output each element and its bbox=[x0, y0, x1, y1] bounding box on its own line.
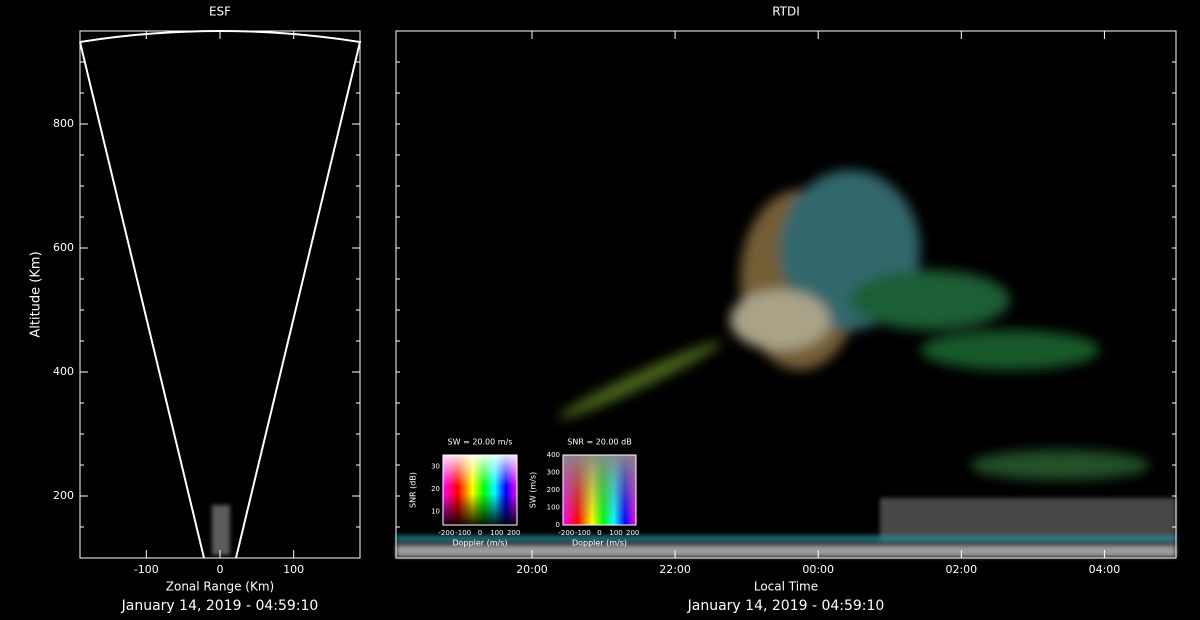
x-tick-label: 20:00 bbox=[516, 563, 548, 576]
panel-title: SNR = 20.00 dB bbox=[567, 438, 631, 447]
x-axis-label: Local Time bbox=[754, 580, 818, 594]
y-axis-label: SNR (dB) bbox=[409, 472, 418, 508]
x-tick-label: 200 bbox=[626, 529, 639, 537]
x-tick-label: 04:00 bbox=[1089, 563, 1121, 576]
y-tick-label: 0 bbox=[556, 521, 560, 529]
x-tick-label: 200 bbox=[507, 529, 520, 537]
key-shade bbox=[563, 455, 636, 525]
x-axis-label: Doppler (m/s) bbox=[572, 539, 627, 548]
x-tick-label: 02:00 bbox=[945, 563, 977, 576]
x-tick-label: -200 bbox=[438, 529, 454, 537]
x-tick-label: 0 bbox=[217, 563, 224, 576]
x-tick-label: -100 bbox=[134, 563, 159, 576]
plot-frame bbox=[395, 30, 1177, 559]
x-tick-label: 100 bbox=[609, 529, 622, 537]
plot-frame bbox=[442, 454, 518, 526]
y-tick-label: 20 bbox=[431, 485, 440, 493]
x-tick-label: -100 bbox=[575, 529, 591, 537]
x-tick-label: 0 bbox=[478, 529, 482, 537]
rtdi-noise bbox=[396, 498, 1176, 557]
x-tick-label: 22:00 bbox=[659, 563, 691, 576]
y-tick-label: 600 bbox=[53, 241, 74, 254]
y-axis-label: SW (m/s) bbox=[529, 472, 538, 508]
timestamp: January 14, 2019 - 04:59:10 bbox=[121, 598, 319, 614]
y-tick-label: 300 bbox=[547, 469, 560, 477]
x-tick-label: 100 bbox=[283, 563, 304, 576]
y-tick-label: 200 bbox=[53, 489, 74, 502]
plot-frame bbox=[79, 30, 361, 559]
key-shade bbox=[443, 455, 517, 525]
x-tick-label: 00:00 bbox=[802, 563, 834, 576]
esf-fan bbox=[79, 30, 362, 559]
y-tick-label: 30 bbox=[431, 462, 440, 470]
y-axis-label: Altitude (Km) bbox=[29, 251, 44, 337]
y-tick-label: 800 bbox=[53, 117, 74, 130]
y-tick-label: 100 bbox=[547, 504, 560, 512]
rtdi-echo bbox=[558, 170, 1150, 480]
plot-frame bbox=[562, 454, 637, 526]
x-tick-label: 100 bbox=[490, 529, 503, 537]
panel-title: ESF bbox=[209, 5, 231, 19]
x-tick-label: -100 bbox=[455, 529, 471, 537]
x-axis-label: Doppler (m/s) bbox=[452, 539, 507, 548]
y-tick-label: 400 bbox=[53, 365, 74, 378]
panel-title: RTDI bbox=[772, 5, 800, 19]
x-tick-label: -200 bbox=[558, 529, 574, 537]
esf-echo bbox=[212, 505, 230, 555]
x-axis-label: Zonal Range (Km) bbox=[166, 580, 274, 594]
timestamp: January 14, 2019 - 04:59:10 bbox=[687, 598, 885, 614]
y-tick-label: 200 bbox=[547, 486, 560, 494]
x-tick-label: 0 bbox=[597, 529, 601, 537]
y-tick-label: 10 bbox=[431, 507, 440, 515]
y-tick-label: 400 bbox=[547, 451, 560, 459]
panel-title: SW = 20.00 m/s bbox=[448, 438, 513, 447]
